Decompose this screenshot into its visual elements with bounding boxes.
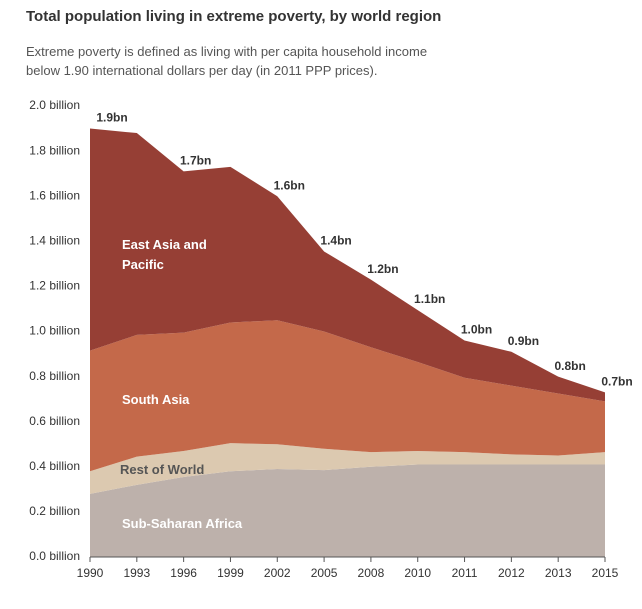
x-tick-label: 2005 bbox=[311, 566, 338, 580]
area bbox=[90, 464, 605, 557]
total-label: 1.2bn bbox=[367, 262, 398, 276]
total-label: 1.0bn bbox=[461, 323, 492, 337]
y-tick-label: 0.2 billion bbox=[29, 504, 80, 518]
total-label: 1.4bn bbox=[320, 234, 351, 248]
x-tick-label: 2015 bbox=[592, 566, 619, 580]
y-tick-label: 0.8 billion bbox=[29, 369, 80, 383]
total-label: 0.9bn bbox=[508, 334, 539, 348]
x-tick-label: 1993 bbox=[123, 566, 150, 580]
y-tick-label: 1.8 billion bbox=[29, 143, 80, 157]
x-tick-label: 2012 bbox=[498, 566, 525, 580]
area bbox=[90, 320, 605, 472]
x-tick-label: 1999 bbox=[217, 566, 244, 580]
y-tick-label: 2.0 billion bbox=[29, 98, 80, 112]
y-tick-label: 1.6 billion bbox=[29, 188, 80, 202]
y-tick-label: 1.4 billion bbox=[29, 233, 80, 247]
total-label: 0.7bn bbox=[601, 375, 632, 389]
series-label: Sub-Saharan Africa bbox=[122, 516, 243, 531]
area bbox=[90, 443, 605, 494]
y-tick-label: 1.0 billion bbox=[29, 324, 80, 338]
total-label: 1.6bn bbox=[274, 178, 305, 192]
x-tick-label: 2010 bbox=[404, 566, 431, 580]
y-tick-label: 0.6 billion bbox=[29, 414, 80, 428]
x-tick-label: 1990 bbox=[77, 566, 104, 580]
series-label: East Asia and Pacific bbox=[122, 237, 207, 272]
x-tick-label: 1996 bbox=[170, 566, 197, 580]
y-tick-label: 0.0 billion bbox=[29, 549, 80, 563]
x-tick-label: 2008 bbox=[358, 566, 385, 580]
x-tick-label: 2002 bbox=[264, 566, 291, 580]
y-tick-label: 1.2 billion bbox=[29, 279, 80, 293]
x-tick-label: 2013 bbox=[545, 566, 572, 580]
total-label: 1.9bn bbox=[96, 111, 127, 125]
chart-subtitle: Extreme poverty is defined as living wit… bbox=[26, 44, 428, 78]
series-label: South Asia bbox=[122, 392, 190, 407]
total-label: 0.8bn bbox=[555, 359, 586, 373]
x-tick-label: 2011 bbox=[452, 566, 478, 580]
total-label: 1.1bn bbox=[414, 292, 445, 306]
area bbox=[90, 128, 605, 402]
total-label: 1.7bn bbox=[180, 154, 211, 168]
series-label: Rest of World bbox=[120, 462, 205, 477]
y-tick-label: 0.4 billion bbox=[29, 459, 80, 473]
chart-title: Total population living in extreme pover… bbox=[26, 8, 442, 25]
